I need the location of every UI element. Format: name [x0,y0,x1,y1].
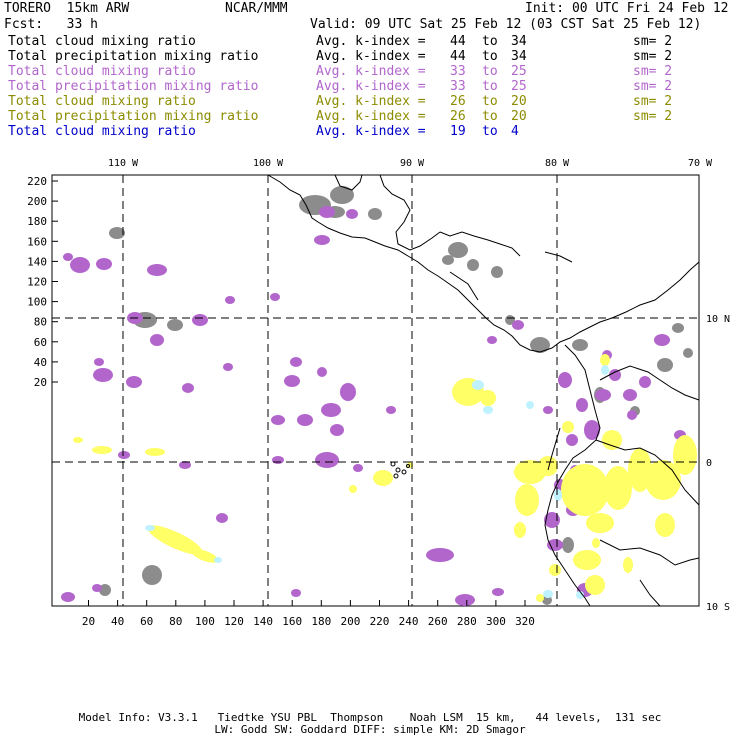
legend-smoothing: sm= 2 [633,94,673,109]
legend-smoothing: sm= 2 [633,79,673,94]
organization: NCAR/MMM [225,1,288,16]
lat-label: 10 S [706,602,730,613]
left-tick-label: 180 [27,215,47,228]
legend-row: Total precipitation mixing ratio Avg. k-i… [8,79,732,94]
top-longitude-labels: 110 W 100 W 90 W 80 W 70 W [108,158,713,169]
legend-variable: Total cloud mixing ratio [8,94,196,109]
lat-label: 10 N [706,314,730,325]
lon-label: 110 W [108,158,139,169]
legend-avg-label: Avg. k-index = [316,124,426,139]
legend-smoothing: sm= 2 [633,109,673,124]
legend-row: Total cloud mixing ratio Avg. k-index = 19… [8,124,732,139]
legend-to-word: to [482,49,498,64]
legend-to-word: to [482,79,498,94]
legend-to-word: to [482,34,498,49]
bottom-tick-label: 240 [399,615,419,628]
bottom-tick-label: 300 [486,615,506,628]
legend-smoothing: sm= 2 [633,49,673,64]
init-time: Init: 00 UTC Fri 24 Feb 12 [525,1,729,16]
left-tick-label: 120 [27,276,47,289]
lon-label: 80 W [545,158,570,169]
legend-variable: Total precipitation mixing ratio [8,49,259,64]
bottom-tick-label: 100 [195,615,215,628]
legend-row: Total cloud mixing ratio Avg. k-index = 33… [8,64,732,79]
left-tick-label: 20 [34,376,47,389]
bottom-tick-label: 260 [428,615,448,628]
legend-end-value: 20 [511,109,527,124]
legend-row: Total cloud mixing ratio Avg. k-index = 44… [8,34,732,49]
legend-end-value: 20 [511,94,527,109]
lon-label: 100 W [253,158,284,169]
legend-avg-label: Avg. k-index = [316,109,426,124]
lon-label: 70 W [688,158,713,169]
bottom-tick-label: 140 [253,615,273,628]
legend-from-value: 19 [450,124,466,139]
legend-end-value: 34 [511,34,527,49]
legend-row: Total precipitation mixing ratio Avg. k-i… [8,109,732,124]
left-tick-label: 100 [27,296,47,309]
legend-to-word: to [482,94,498,109]
legend-variable: Total cloud mixing ratio [8,64,196,79]
valid-time: Valid: 09 UTC Sat 25 Feb 12 (03 CST Sat … [310,17,702,32]
bottom-tick-label: 20 [82,615,95,628]
legend-variable: Total precipitation mixing ratio [8,79,259,94]
legend-avg-label: Avg. k-index = [316,79,426,94]
lat-label: 0 [706,458,712,469]
bottom-tick-label: 220 [370,615,390,628]
bottom-tick-label: 200 [340,615,360,628]
legend-from-value: 26 [450,109,466,124]
legend-from-value: 44 [450,49,466,64]
bottom-tick-label: 120 [224,615,244,628]
legend-avg-label: Avg. k-index = [316,94,426,109]
bottom-tick-label: 40 [111,615,124,628]
legend-variable: Total cloud mixing ratio [8,124,196,139]
legend-smoothing: sm= 2 [633,64,673,79]
legend-row: Total cloud mixing ratio Avg. k-index = 26… [8,94,732,109]
legend-avg-label: Avg. k-index = [316,49,426,64]
left-tick-label: 200 [27,195,47,208]
legend-avg-label: Avg. k-index = [316,34,426,49]
legend-from-value: 33 [450,64,466,79]
bottom-tick-label: 60 [140,615,153,628]
physics-info-line: LW: Godd SW: Goddard DIFF: simple KM: 2D… [214,723,526,736]
legend-end-value: 25 [511,79,527,94]
legend-from-value: 33 [450,79,466,94]
legend-avg-label: Avg. k-index = [316,64,426,79]
map: 110 W 100 W 90 W 80 W 70 W [27,158,730,628]
legend-to-word: to [482,109,498,124]
lon-label: 90 W [400,158,425,169]
legend-smoothing: sm= 2 [633,34,673,49]
left-tick-label: 220 [27,175,47,188]
right-latitude-labels: 10 N 0 10 S [706,314,730,613]
legend-end-value: 34 [511,49,527,64]
legend-end-value: 25 [511,64,527,79]
lat-lon-grid [52,175,699,606]
legend-to-word: to [482,64,498,79]
legend-variable: Total precipitation mixing ratio [8,109,259,124]
left-axis: 220 200 180 160 140 120 100 80 60 40 20 [27,175,58,389]
legend-end-value: 4 [511,124,519,139]
bottom-tick-label: 280 [457,615,477,628]
left-tick-label: 40 [34,356,47,369]
left-tick-label: 160 [27,235,47,248]
bottom-tick-label: 180 [311,615,331,628]
bottom-axis: 20 40 60 80 100 120 140 160 180 200 220 240 260 280 30… [82,600,535,628]
legend-row: Total precipitation mixing ratio Avg. k-i… [8,49,732,64]
bottom-tick-label: 320 [515,615,535,628]
left-tick-label: 80 [34,316,47,329]
legend-from-value: 26 [450,94,466,109]
legend-to-word: to [482,124,498,139]
model-title: TORERO 15km ARW [4,1,130,16]
forecast-hour: Fcst: 33 h [4,17,98,32]
bottom-tick-label: 160 [282,615,302,628]
left-tick-label: 60 [34,336,47,349]
legend-variable: Total cloud mixing ratio [8,34,196,49]
model-info-line: Model Info: V3.3.1 Tiedtke YSU PBL Thomp… [78,711,662,724]
cyan-cloud-areas [145,365,609,599]
legend-from-value: 44 [450,34,466,49]
left-tick-label: 140 [27,255,47,268]
bottom-tick-label: 80 [169,615,182,628]
